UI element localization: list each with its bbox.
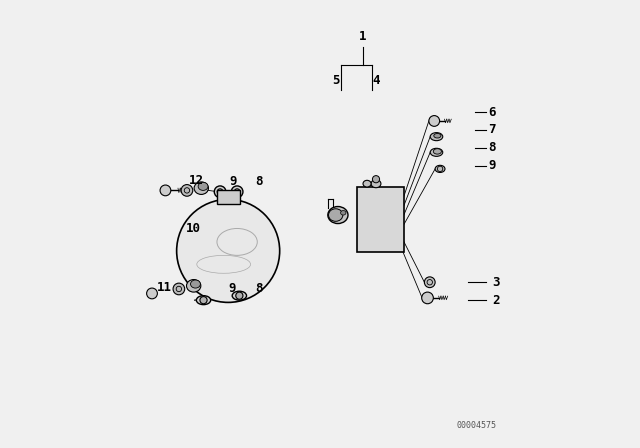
- Ellipse shape: [434, 134, 441, 138]
- Ellipse shape: [328, 207, 348, 224]
- Text: 11: 11: [157, 281, 172, 294]
- Text: 9: 9: [488, 159, 495, 172]
- Text: 00004575: 00004575: [457, 421, 497, 430]
- Text: 1: 1: [359, 30, 367, 43]
- Circle shape: [424, 277, 435, 288]
- Ellipse shape: [232, 291, 246, 300]
- Ellipse shape: [186, 280, 201, 292]
- Ellipse shape: [435, 165, 445, 172]
- FancyBboxPatch shape: [356, 187, 404, 252]
- Circle shape: [231, 186, 243, 198]
- Ellipse shape: [196, 296, 211, 305]
- Circle shape: [200, 297, 207, 304]
- Text: 9: 9: [228, 282, 236, 296]
- Text: 12: 12: [189, 174, 204, 187]
- Text: 8: 8: [255, 175, 262, 188]
- Circle shape: [181, 185, 193, 196]
- Circle shape: [234, 189, 240, 195]
- Circle shape: [217, 189, 223, 195]
- Text: 6: 6: [488, 105, 495, 119]
- Text: 10: 10: [186, 222, 202, 235]
- Ellipse shape: [363, 180, 371, 187]
- Ellipse shape: [371, 180, 381, 188]
- Ellipse shape: [194, 182, 209, 194]
- Circle shape: [422, 292, 433, 304]
- Ellipse shape: [433, 149, 442, 154]
- Ellipse shape: [191, 280, 200, 288]
- Circle shape: [173, 283, 185, 295]
- Ellipse shape: [328, 209, 343, 221]
- Text: 9: 9: [230, 175, 237, 188]
- Text: 8: 8: [255, 282, 262, 296]
- Circle shape: [236, 292, 243, 299]
- Circle shape: [160, 185, 171, 196]
- Circle shape: [147, 288, 157, 299]
- Circle shape: [214, 186, 226, 198]
- Text: 3: 3: [493, 276, 500, 289]
- Circle shape: [429, 116, 440, 126]
- Circle shape: [372, 176, 380, 183]
- Ellipse shape: [430, 133, 443, 141]
- Text: 7: 7: [488, 123, 495, 137]
- Text: 2: 2: [493, 293, 500, 307]
- Text: 8: 8: [488, 141, 495, 155]
- Ellipse shape: [198, 182, 208, 190]
- FancyBboxPatch shape: [217, 190, 240, 204]
- Text: 4: 4: [372, 74, 380, 87]
- Circle shape: [177, 199, 280, 302]
- Ellipse shape: [430, 148, 443, 156]
- Text: 5: 5: [332, 74, 339, 87]
- Ellipse shape: [340, 211, 346, 215]
